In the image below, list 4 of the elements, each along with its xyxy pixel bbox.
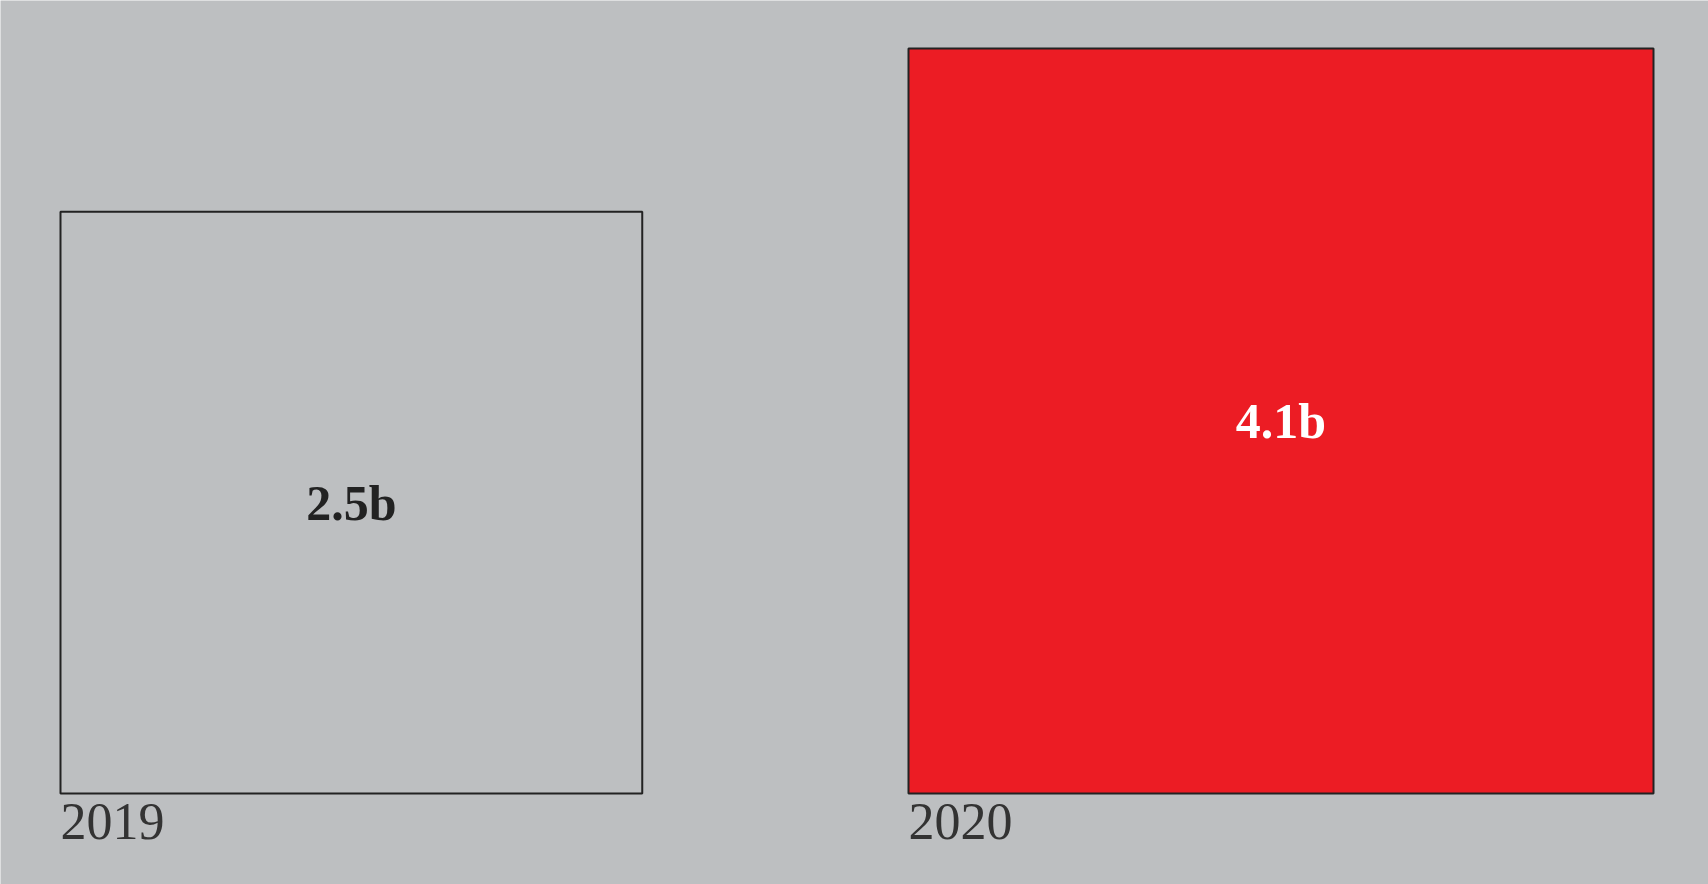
category-label: 2020 xyxy=(908,792,1013,850)
category-label: 2019 xyxy=(60,792,165,850)
data-label: 4.1b xyxy=(1235,393,1327,449)
data-label: 2.5b xyxy=(306,474,397,531)
